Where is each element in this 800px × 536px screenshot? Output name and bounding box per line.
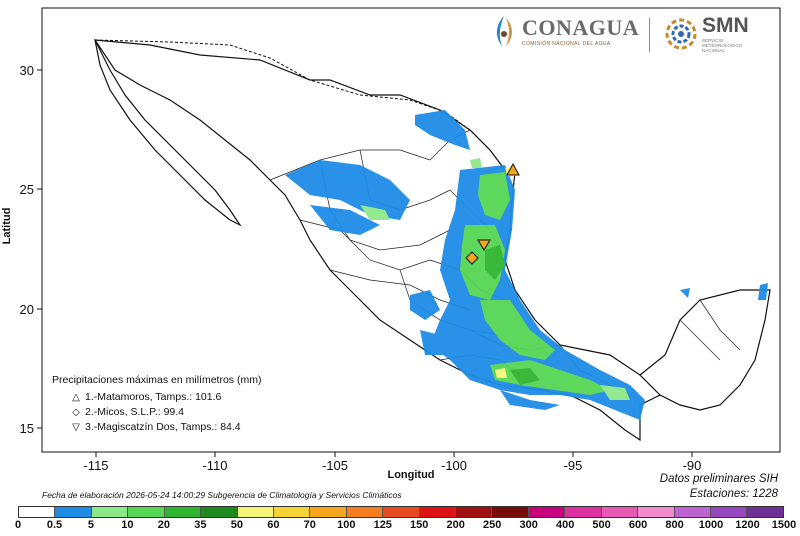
conagua-text: CONAGUA	[522, 15, 640, 40]
lat-tick-label: 20	[20, 302, 34, 317]
land-north	[42, 8, 780, 175]
conagua-logo: CONAGUA COMISIÓN NACIONAL DEL AGUA	[490, 14, 639, 48]
legend-item-text: 3.-Magiscatzín Dos, Tamps.: 84.4	[85, 421, 241, 433]
station-markers	[465, 162, 520, 265]
colorbar-cell	[601, 507, 639, 517]
lon-tick-label: -110	[202, 458, 227, 473]
lon-ticks	[95, 452, 693, 457]
colorbar-cell	[747, 507, 783, 517]
colorbar-cell	[456, 507, 493, 517]
colorbar-label: 60	[267, 519, 280, 531]
baja-california	[94, 39, 242, 227]
elaboration-date: Fecha de elaboración 2026-05-24 14:00:29…	[42, 490, 402, 500]
lon-tick-label: -90	[683, 458, 702, 473]
colorbar-label: 20	[157, 519, 171, 531]
colorbar-cell	[164, 507, 202, 517]
colorbar-label: 0.5	[46, 519, 63, 531]
colorbar-cell	[310, 507, 347, 517]
diamond-icon: ◇	[72, 407, 80, 418]
colorbar-label: 1200	[735, 519, 760, 531]
marker-3-triangle-down	[477, 239, 491, 251]
precip-colorbar	[18, 506, 784, 518]
y-axis-title: Latitud	[1, 208, 13, 245]
colorbar-cell	[565, 507, 602, 517]
colorbar-cell	[419, 507, 457, 517]
lat-tick-label: 15	[20, 421, 34, 436]
colorbar-cell	[19, 507, 56, 517]
colorbar-label: 300	[519, 519, 538, 531]
smn-logo: SMN SERVICIO METEOROLÓGICO NACIONAL	[664, 14, 749, 53]
x-axis-title: Longitud	[387, 469, 434, 481]
colorbar-label: 50	[230, 519, 243, 531]
colorbar-label: 200	[446, 519, 465, 531]
colorbar-label: 400	[555, 519, 575, 531]
gulf-of-mexico	[510, 95, 780, 380]
colorbar-cell	[128, 507, 165, 517]
max-precip-legend: Precipitaciones máximas en milímetros (m…	[52, 373, 261, 435]
precipitation-overlay	[285, 110, 768, 420]
data-source-note: Datos preliminares SIH Estaciones: 1228	[660, 472, 778, 502]
colorbar-label: 600	[628, 519, 648, 531]
colorbar-label: 0	[14, 519, 22, 531]
colorbar-label: 500	[592, 519, 611, 531]
colorbar-label: 70	[303, 519, 316, 531]
legend-item: ◇ 2.-Micos, S.L.P.: 99.4	[52, 405, 261, 420]
colorbar-label: 1000	[698, 519, 724, 531]
lat-ticks	[37, 69, 42, 429]
triangle-down-icon: ▽	[72, 422, 80, 433]
yucatan	[639, 289, 771, 411]
lat-tick-label: 25	[20, 182, 34, 197]
lon-tick-label: -105	[322, 458, 348, 473]
us-border	[94, 39, 506, 171]
colorbar-labels: 0 0.5 5 10 20 35 50 60 70 100 125 150 200 250 300 400 50…	[0, 519, 800, 535]
lon-tick-label: -115	[83, 458, 108, 473]
smn-spiral-icon	[665, 18, 697, 49]
colorbar-label: 100	[337, 519, 356, 531]
data-preliminary: Datos preliminares SIH	[659, 473, 778, 485]
colorbar-cell	[237, 507, 274, 517]
colorbar-cell	[55, 507, 92, 517]
stations-count: Estaciones: 1228	[689, 488, 778, 500]
colorbar-cell	[638, 507, 675, 517]
colorbar-cell	[91, 507, 129, 517]
legend-item: △ 1.-Matamoros, Tamps.: 101.6	[52, 390, 261, 405]
legend-item: ▽ 3.-Magiscatzín Dos, Tamps.: 84.4	[52, 420, 261, 435]
smn-subtext-2: METEOROLÓGICO	[702, 43, 743, 48]
triangle-up-icon: △	[72, 392, 80, 403]
map-frame	[41, 7, 781, 453]
lat-tick-label: 30	[20, 63, 34, 78]
colorbar-cell	[528, 507, 566, 517]
smn-text: SMN	[702, 14, 749, 37]
colorbar-cell	[492, 507, 529, 517]
colorbar-label: 800	[665, 519, 684, 531]
colorbar-label: 35	[194, 519, 207, 531]
legend-title: Precipitaciones máximas en milímetros (m…	[52, 374, 262, 386]
legend-item-text: 2.-Micos, S.L.P.: 99.4	[85, 406, 185, 418]
colorbar-label: 125	[373, 519, 392, 531]
colorbar-label: 250	[483, 519, 502, 531]
colorbar-cell	[346, 507, 384, 517]
legend-item-text: 1.-Matamoros, Tamps.: 101.6	[85, 391, 222, 403]
colorbar-cell	[273, 507, 311, 517]
logo-divider	[649, 18, 650, 52]
colorbar-label: 5	[87, 519, 94, 531]
lon-tick-label: -95	[564, 458, 583, 473]
colorbar-cell	[383, 507, 420, 517]
colorbar-cell	[201, 507, 238, 517]
marker-1-triangle-up	[506, 162, 520, 176]
conagua-emblem-icon	[496, 16, 512, 46]
conagua-subtext: COMISIÓN NACIONAL DEL AGUA	[522, 41, 611, 47]
marker-2-diamond	[465, 251, 479, 265]
lon-tick-label: -100	[441, 458, 467, 473]
colorbar-label: 1500	[771, 519, 797, 531]
smn-subtext-3: NACIONAL	[702, 48, 726, 53]
colorbar-label: 10	[121, 519, 134, 531]
smn-subtext-1: SERVICIO	[702, 38, 724, 43]
colorbar-cell	[674, 507, 712, 517]
colorbar-cell	[711, 507, 748, 517]
colorbar-label: 150	[410, 519, 429, 531]
